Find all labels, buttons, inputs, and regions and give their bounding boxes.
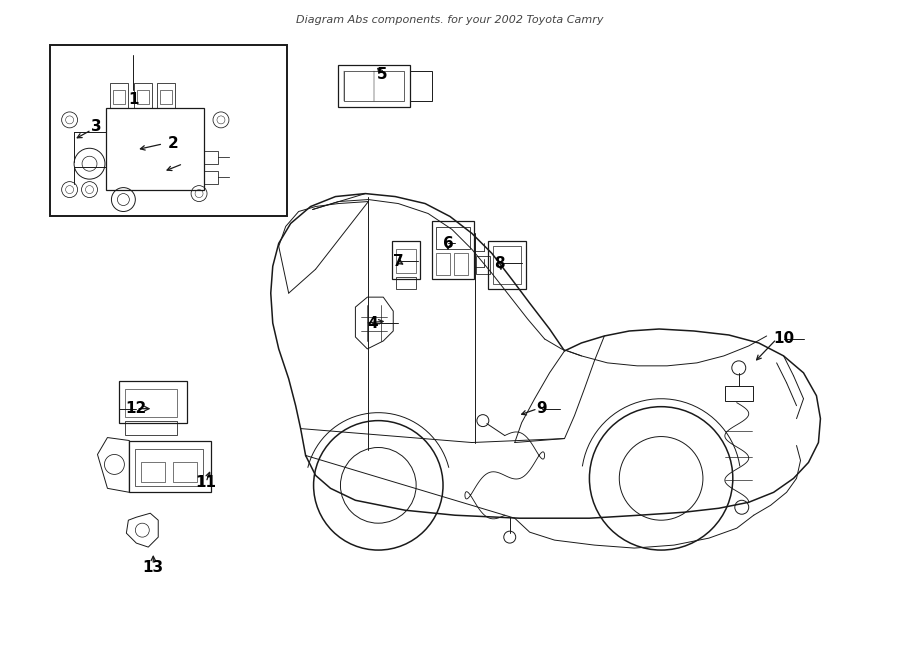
Bar [130,440,211,492]
Bar [724,386,752,401]
Bar [204,171,218,184]
Bar [476,256,490,274]
Bar [396,277,416,289]
Bar [113,90,125,104]
Bar [454,253,468,275]
Bar [125,420,177,434]
Bar [160,90,172,104]
Text: 11: 11 [195,475,217,490]
Text: 12: 12 [126,401,147,416]
Bar [436,227,470,249]
Bar [345,71,404,101]
Bar [158,83,176,108]
Bar [204,151,218,164]
Bar [488,241,526,289]
Bar [125,389,177,416]
Bar [106,108,204,190]
Bar [50,45,287,217]
Text: 8: 8 [494,256,505,271]
Bar [120,381,187,422]
Bar [135,449,203,486]
Text: 1: 1 [128,93,139,108]
Bar [111,83,129,108]
Text: 3: 3 [91,120,102,134]
Text: 5: 5 [377,67,388,81]
Bar [396,249,416,273]
Bar [134,83,152,108]
Bar [141,463,166,483]
Text: 10: 10 [773,331,794,346]
Text: 13: 13 [143,561,164,576]
Text: 7: 7 [393,254,403,269]
Text: Diagram Abs components. for your 2002 Toyota Camry: Diagram Abs components. for your 2002 To… [296,15,604,25]
Bar [493,247,521,284]
Text: 4: 4 [367,315,378,330]
Bar [392,241,420,279]
Bar [173,463,197,483]
Text: 9: 9 [536,401,547,416]
Bar [436,253,450,275]
Text: 2: 2 [167,136,178,151]
Bar [338,65,410,107]
Text: 6: 6 [443,236,454,251]
Bar [410,71,432,101]
Bar [138,90,149,104]
Bar [432,221,474,279]
